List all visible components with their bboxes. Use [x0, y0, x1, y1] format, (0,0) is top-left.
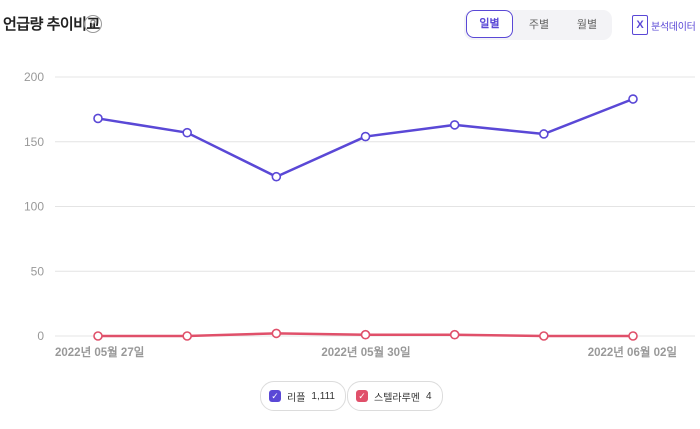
- data-point[interactable]: [628, 94, 638, 104]
- excel-icon: X: [632, 15, 648, 35]
- legend-label: 스텔라루멘: [374, 392, 420, 404]
- data-point[interactable]: [628, 331, 638, 341]
- tab-daily[interactable]: 일별: [466, 10, 513, 38]
- tab-weekly[interactable]: 주별: [528, 19, 550, 31]
- download-label: 분석데이터: [651, 21, 696, 33]
- legend-item-series-2[interactable]: ✓ 스텔라루멘 4: [347, 381, 443, 411]
- data-point[interactable]: [271, 171, 282, 182]
- tab-monthly[interactable]: 월별: [576, 19, 598, 31]
- y-tick-label: 50: [31, 264, 45, 278]
- data-point[interactable]: [271, 328, 282, 339]
- y-axis-labels: 0 50 100 150 200: [24, 70, 44, 343]
- checkbox-checked-icon: ✓: [269, 390, 281, 402]
- page-title: 언급량 추이비교: [3, 16, 100, 33]
- series-group: [93, 94, 638, 341]
- x-tick-label: 2022년 05월 27일: [55, 345, 144, 359]
- period-tabs: 일별 주별 월별: [464, 10, 612, 40]
- data-point[interactable]: [360, 131, 371, 142]
- y-tick-label: 200: [24, 70, 44, 84]
- data-point[interactable]: [360, 329, 371, 340]
- data-point[interactable]: [93, 113, 103, 124]
- data-point[interactable]: [182, 127, 192, 138]
- grid-lines: [55, 76, 695, 337]
- checkbox-checked-icon: ✓: [356, 390, 368, 402]
- x-tick-label: 2022년 05월 30일: [321, 345, 410, 359]
- legend-item-series-1[interactable]: ✓ 리플 1,111: [260, 381, 346, 411]
- y-tick-label: 150: [24, 135, 44, 149]
- y-tick-label: 100: [24, 200, 44, 214]
- data-point[interactable]: [449, 120, 460, 130]
- download-data-button[interactable]: X 분석데이터: [632, 14, 696, 36]
- legend-label: 리플: [287, 392, 306, 404]
- data-point[interactable]: [539, 129, 549, 139]
- legend-count: 1,111: [311, 390, 335, 402]
- data-point[interactable]: [182, 331, 192, 341]
- y-tick-label: 0: [37, 329, 44, 343]
- data-point[interactable]: [93, 331, 103, 341]
- x-tick-label: 2022년 06월 02일: [588, 345, 677, 359]
- help-icon[interactable]: ?: [84, 15, 102, 33]
- data-point[interactable]: [539, 331, 549, 341]
- data-point[interactable]: [449, 329, 460, 340]
- x-axis-labels: 2022년 05월 27일 2022년 05월 30일 2022년 06월 02일: [55, 345, 677, 359]
- legend-count: 4: [426, 390, 432, 402]
